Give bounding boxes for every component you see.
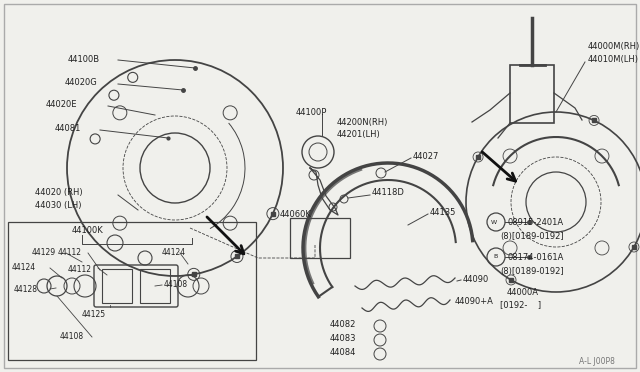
Text: 44090: 44090: [463, 275, 489, 284]
Text: 44108: 44108: [164, 280, 188, 289]
Text: (8)[0189-0192]: (8)[0189-0192]: [500, 267, 564, 276]
Text: 44000M(RH): 44000M(RH): [588, 42, 640, 51]
Text: 44100P: 44100P: [296, 108, 328, 117]
Text: 44112: 44112: [58, 248, 82, 257]
Text: 44020E: 44020E: [46, 100, 77, 109]
Text: A-L J00P8: A-L J00P8: [579, 357, 615, 366]
Text: W: W: [491, 219, 497, 224]
Text: 44201(LH): 44201(LH): [337, 130, 381, 139]
Text: (8)[0189-0192]: (8)[0189-0192]: [500, 232, 564, 241]
Text: 44010M(LH): 44010M(LH): [588, 55, 639, 64]
Text: 44100K: 44100K: [72, 226, 104, 235]
Text: 44124: 44124: [12, 263, 36, 272]
Text: 44030 (LH): 44030 (LH): [35, 201, 81, 210]
Text: 44128: 44128: [14, 285, 38, 294]
Text: 44108: 44108: [60, 332, 84, 341]
Text: 44124: 44124: [162, 248, 186, 257]
Text: B: B: [494, 254, 498, 260]
Text: 44112: 44112: [68, 265, 92, 274]
Text: 44060K: 44060K: [280, 210, 312, 219]
Text: 44200N(RH): 44200N(RH): [337, 118, 388, 127]
Text: 44129: 44129: [32, 248, 56, 257]
Text: 44100B: 44100B: [68, 55, 100, 64]
Text: 44090+A: 44090+A: [455, 297, 494, 306]
Text: 44135: 44135: [430, 208, 456, 217]
Text: [0192-    ]: [0192- ]: [500, 300, 541, 309]
Text: 44083: 44083: [330, 334, 356, 343]
Text: 44082: 44082: [330, 320, 356, 329]
Text: 44027: 44027: [413, 152, 440, 161]
Text: 44020 (RH): 44020 (RH): [35, 188, 83, 197]
Text: 08174-0161A: 08174-0161A: [507, 253, 563, 262]
Text: 44125: 44125: [82, 310, 106, 319]
Text: 44084: 44084: [330, 348, 356, 357]
Text: 44020G: 44020G: [65, 78, 98, 87]
Text: 44118D: 44118D: [372, 188, 405, 197]
Text: 44081: 44081: [55, 124, 81, 133]
Text: 44000A: 44000A: [507, 288, 539, 297]
Text: 08915-2401A: 08915-2401A: [507, 218, 563, 227]
